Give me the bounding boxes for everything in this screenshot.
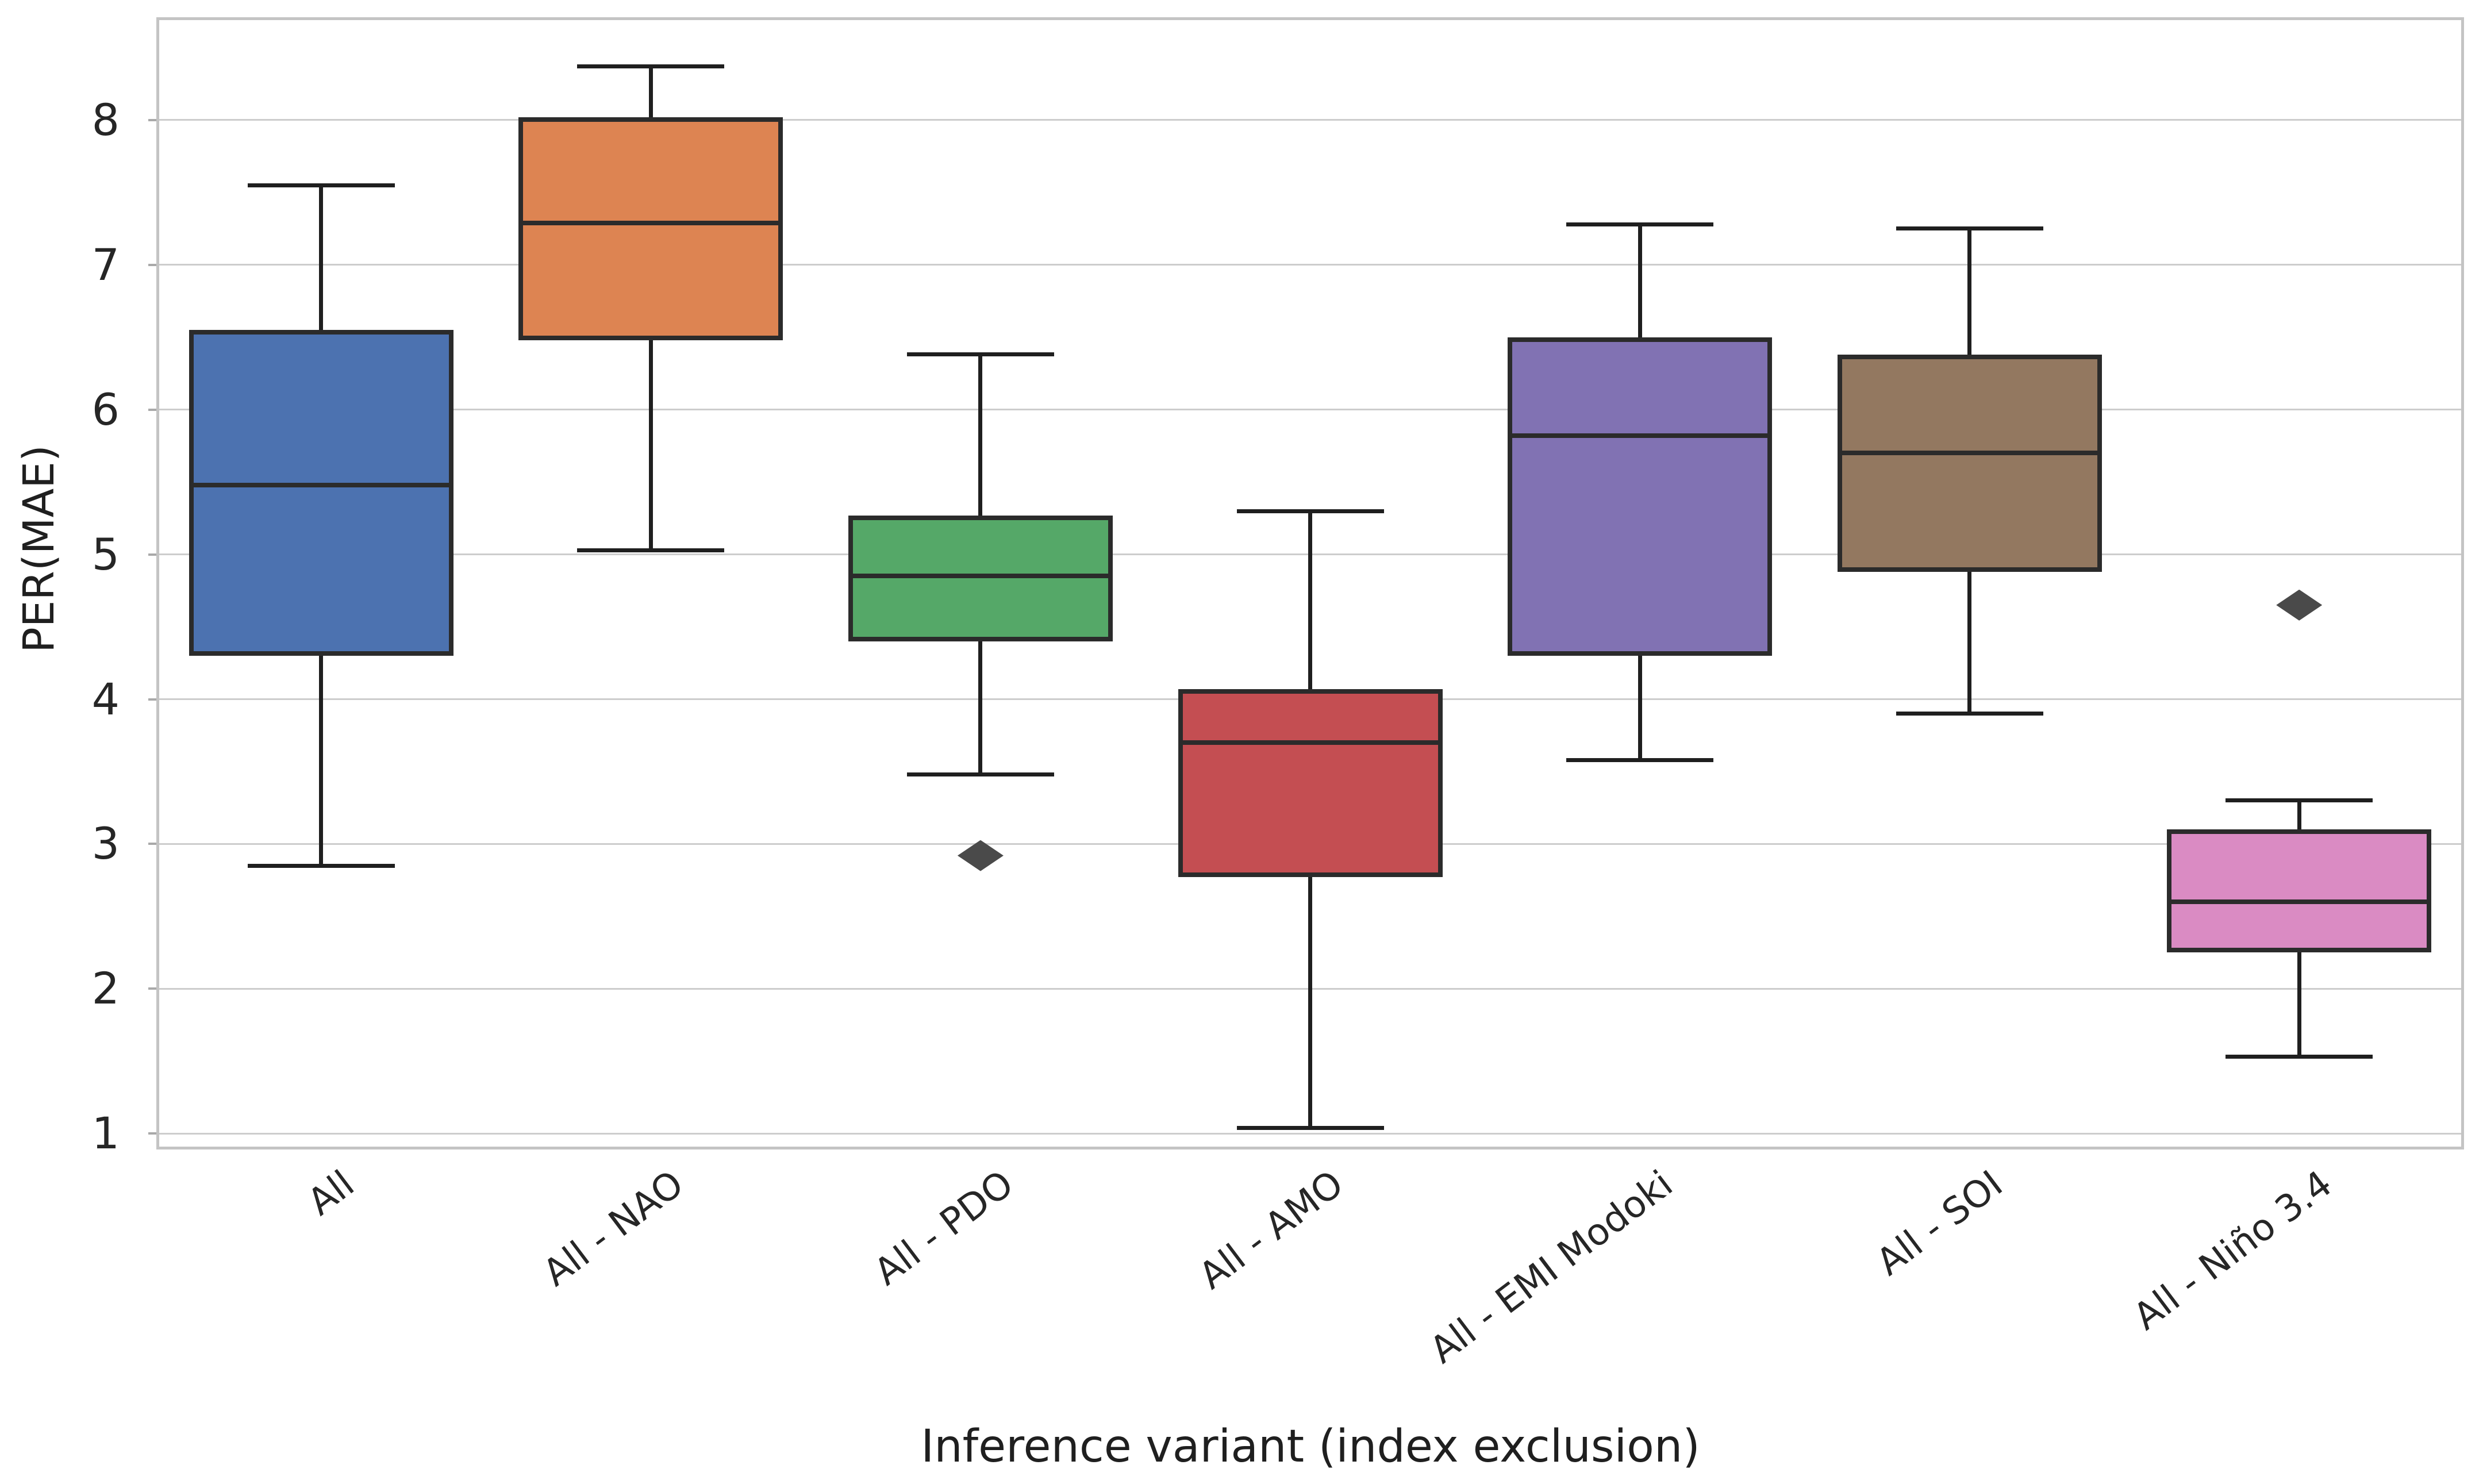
y-tick-label: 5 <box>91 528 120 580</box>
whisker-cap-bottom-all-soi <box>1896 712 2043 716</box>
gridline-y-1 <box>156 1132 2464 1135</box>
y-tick-mark <box>148 843 156 845</box>
whisker-cap-top-all-nao <box>577 64 725 69</box>
y-tick-label: 2 <box>91 963 120 1014</box>
median-line-all-emi-modoki <box>1508 433 1773 439</box>
y-tick-label: 6 <box>91 383 120 435</box>
x-axis-title: Inference variant (index exclusion) <box>921 1421 1700 1473</box>
y-tick-label: 4 <box>91 673 120 725</box>
box-all-nao <box>518 117 783 340</box>
y-tick-mark <box>148 118 156 121</box>
y-tick-mark <box>148 987 156 990</box>
y-tick-mark <box>148 408 156 411</box>
whisker-cap-bottom-all <box>247 863 395 868</box>
box-all-soi <box>1837 354 2102 572</box>
gridline-y-6 <box>156 409 2464 411</box>
whisker-cap-bottom-all-nao <box>577 548 725 552</box>
median-line-all <box>189 482 453 487</box>
whisker-cap-top-all-ni-o-3-4 <box>2226 798 2373 803</box>
gridline-y-8 <box>156 119 2464 121</box>
whisker-cap-top-all <box>247 183 395 187</box>
gridline-y-7 <box>156 264 2464 266</box>
y-tick-mark <box>148 1132 156 1135</box>
y-axis-title: PER(MAE) <box>14 445 64 653</box>
median-line-all-pdo <box>848 574 1113 579</box>
box-all-amo <box>1178 689 1443 878</box>
whisker-cap-bottom-all-amo <box>1236 1125 1384 1130</box>
whisker-cap-top-all-amo <box>1236 509 1384 513</box>
median-line-all-nao <box>518 220 783 225</box>
whisker-cap-top-all-pdo <box>906 352 1054 357</box>
whisker-cap-top-all-emi-modoki <box>1566 222 1714 226</box>
whisker-cap-top-all-soi <box>1896 226 2043 231</box>
y-tick-label: 7 <box>91 239 120 290</box>
y-tick-mark <box>148 698 156 701</box>
median-line-all-ni-o-3-4 <box>2167 899 2432 905</box>
median-line-all-amo <box>1178 740 1443 745</box>
y-tick-mark <box>148 263 156 266</box>
y-tick-label: 1 <box>91 1108 120 1159</box>
whisker-cap-bottom-all-emi-modoki <box>1566 758 1714 762</box>
y-tick-mark <box>148 553 156 556</box>
whisker-cap-bottom-all-pdo <box>906 772 1054 777</box>
median-line-all-soi <box>1837 451 2102 456</box>
whisker-cap-bottom-all-ni-o-3-4 <box>2226 1055 2373 1059</box>
box-all-ni-o-3-4 <box>2167 829 2432 953</box>
plot-area <box>156 17 2464 1149</box>
box-all <box>189 330 453 656</box>
box-all-emi-modoki <box>1508 337 1773 656</box>
y-tick-label: 8 <box>91 94 120 145</box>
y-tick-label: 3 <box>91 818 120 870</box>
